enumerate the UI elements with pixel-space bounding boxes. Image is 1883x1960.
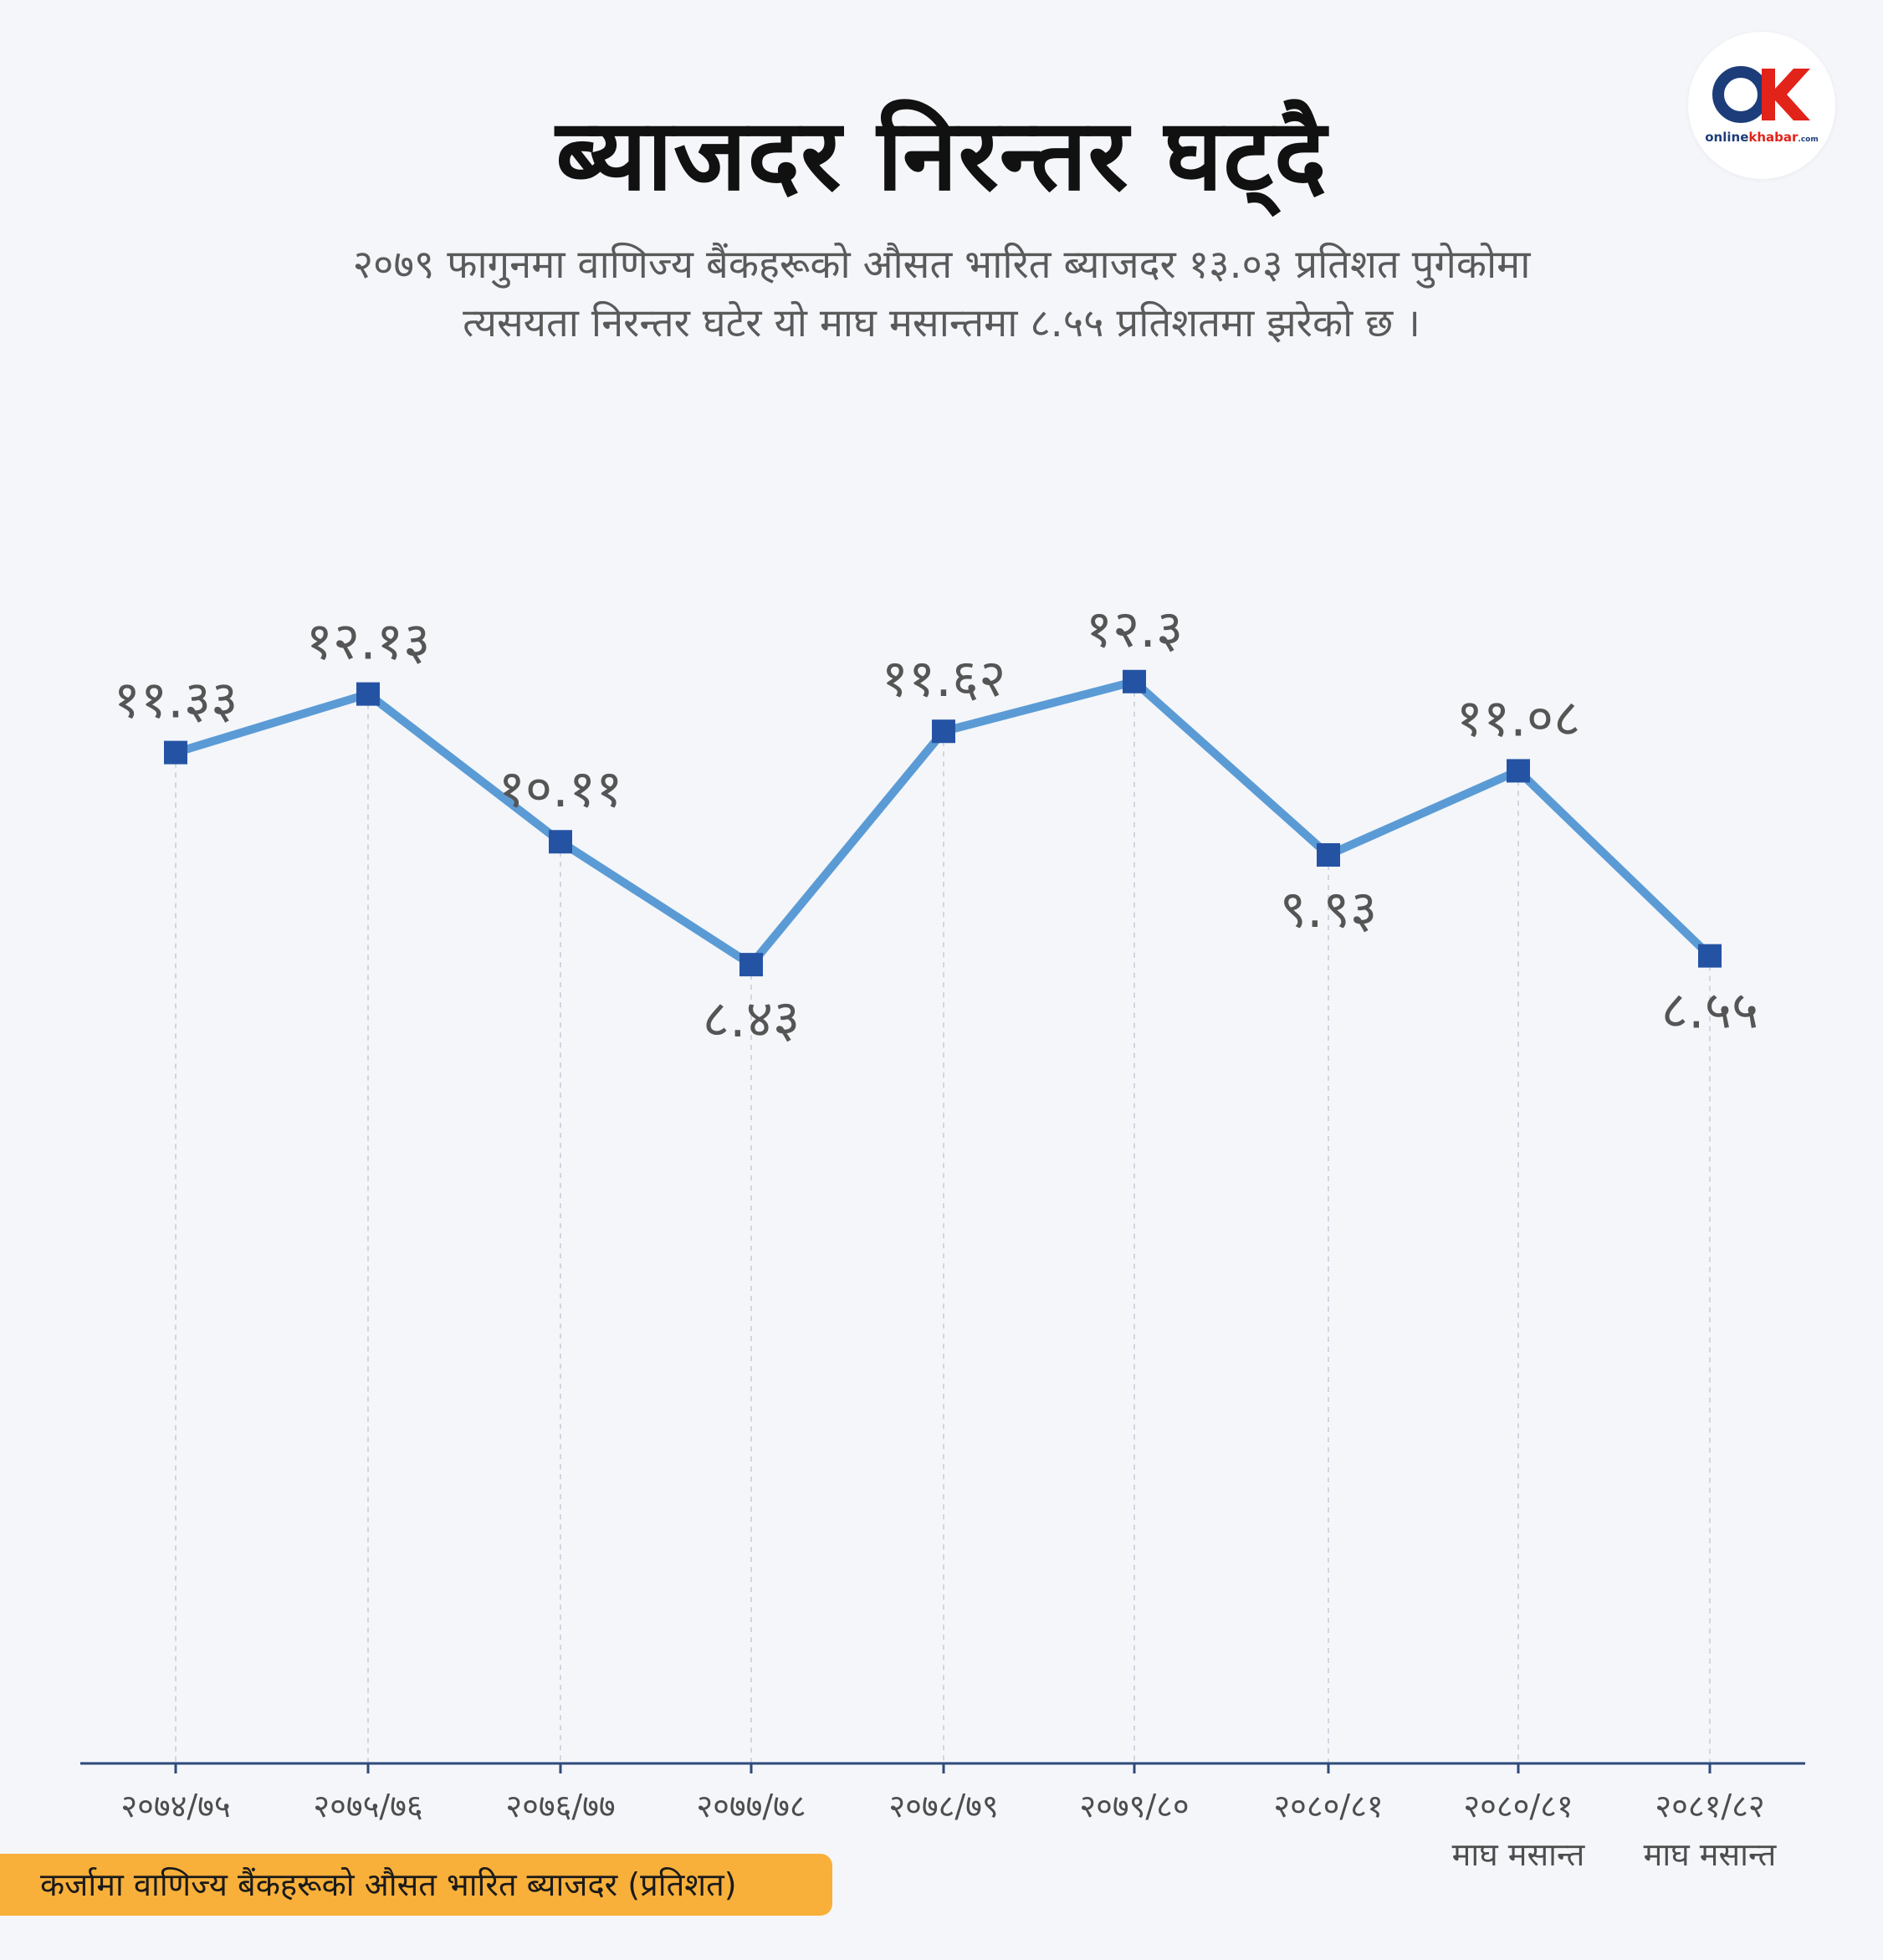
x-tick-label: २०७९/८०	[1079, 1788, 1189, 1824]
data-point-marker	[1123, 669, 1146, 693]
x-tick-label: माघ मसान्त	[1452, 1836, 1586, 1873]
x-tick-label: २०७७/७८	[696, 1788, 806, 1824]
subtitle-line-1: २०७९ फागुनमा वाणिज्य बैंकहरूको औसत भारित…	[352, 242, 1531, 288]
data-point-marker	[932, 719, 955, 744]
x-tick-label: २०७४/७५	[120, 1788, 230, 1824]
data-label: १२.१३	[306, 611, 431, 672]
x-tick-label: २०८०/८१	[1273, 1788, 1383, 1824]
subtitle-line-2: त्यसयता निरन्तर घटेर यो माघ मसान्तमा ८.५…	[463, 300, 1420, 346]
data-point-marker	[164, 740, 187, 765]
data-label: ८.४३	[703, 988, 800, 1049]
onlinekhabar-logo: onlinekhabar.com	[1688, 32, 1835, 179]
data-point-marker	[1698, 944, 1722, 968]
page-subtitle: २०७९ फागुनमा वाणिज्य बैंकहरूको औसत भारित…	[184, 236, 1699, 353]
data-markers	[164, 669, 1722, 977]
x-tick-labels: २०७४/७५ २०७५/७६ २०७६/७७ २०७७/७८ २०७८/७९ २०७९/…	[120, 1788, 1777, 1873]
data-label: १२.३	[1086, 598, 1183, 659]
data-point-marker	[739, 953, 763, 977]
x-tick-label: २०८०/८१	[1463, 1788, 1573, 1824]
x-axis-ticks	[174, 1763, 1712, 1773]
data-label: ९.९३	[1280, 878, 1377, 939]
data-labels: ११.३३ १२.१३ १०.११ ८.४३ ११.६२ १२.३ ९.९३ ११.०८ ८.५…	[114, 598, 1759, 1049]
x-tick-label: २०७८/७९	[888, 1788, 998, 1824]
data-point-marker	[549, 830, 572, 854]
data-label: १०.११	[499, 758, 623, 819]
x-tick-label: माघ मसान्त	[1644, 1836, 1778, 1873]
data-label: ११.३३	[114, 669, 238, 730]
data-label: ८.५५	[1661, 980, 1758, 1041]
logo-text-khabar: khabar	[1748, 130, 1799, 145]
logo-text-online: online	[1705, 130, 1749, 145]
logo-text-com: .com	[1798, 136, 1819, 144]
legend-label: कर्जामा वाणिज्य बैंकहरूको औसत भारित ब्या…	[40, 1866, 737, 1903]
data-label: ११.६२	[882, 647, 1006, 709]
data-point-marker	[1507, 759, 1530, 783]
data-point-marker	[356, 682, 380, 706]
x-tick-label: २०७५/७६	[313, 1788, 422, 1824]
x-tick-label: २०८१/८२	[1655, 1788, 1764, 1824]
data-point-marker	[1317, 842, 1340, 867]
logo-wordmark: onlinekhabar.com	[1688, 130, 1835, 145]
vertical-guides	[175, 681, 1711, 1763]
x-tick-label: २०७६/७७	[505, 1788, 615, 1824]
page-title: ब्याजदर निरन्तर घट्दै	[555, 97, 1328, 212]
data-label: ११.०८	[1456, 687, 1581, 748]
legend: कर्जामा वाणिज्य बैंकहरूको औसत भारित ब्या…	[0, 1854, 832, 1916]
ok-logo-icon	[1712, 66, 1810, 123]
